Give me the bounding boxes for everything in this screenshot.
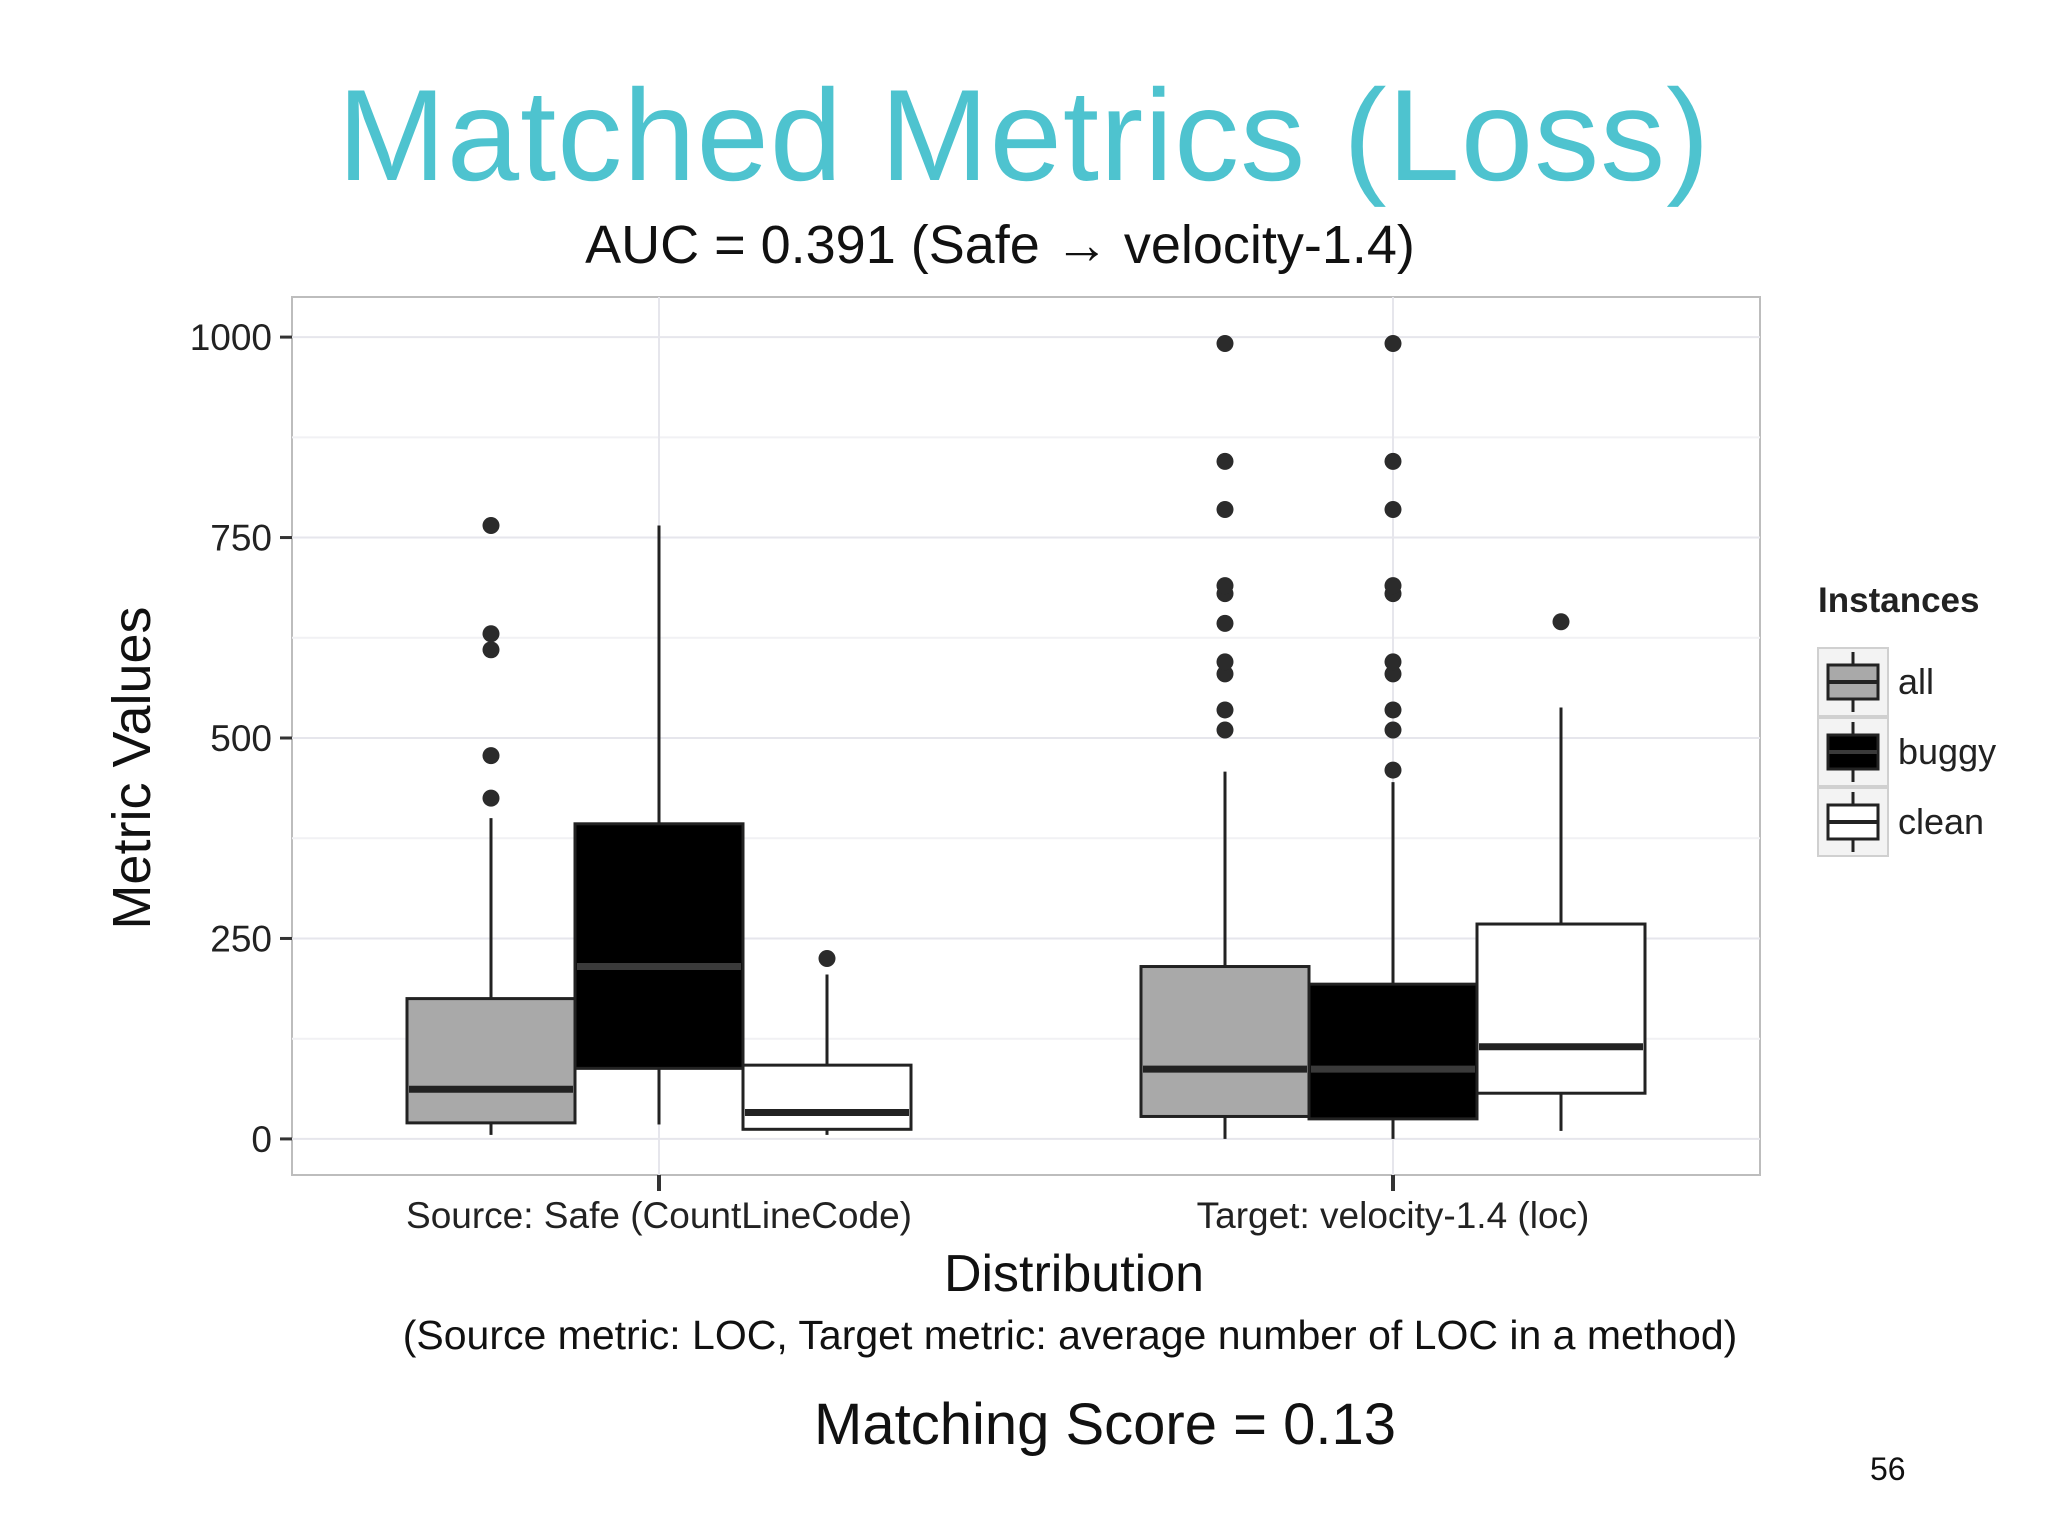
outlier-point	[1216, 452, 1234, 470]
x-tick-label: Target: velocity-1.4 (loc)	[1197, 1195, 1590, 1236]
box-clean	[741, 1063, 913, 1131]
outlier-point	[1216, 577, 1234, 595]
y-tick-label: 0	[251, 1119, 272, 1160]
legend-label-buggy: buggy	[1898, 731, 1996, 772]
outlier-point	[1384, 721, 1402, 739]
outlier-point	[1216, 614, 1234, 632]
outlier-point	[1384, 701, 1402, 719]
box-buggy	[573, 822, 745, 1070]
slide-title: Matched Metrics (Loss)	[337, 62, 1711, 208]
metric-note: (Source metric: LOC, Target metric: aver…	[402, 1312, 1738, 1358]
box-all	[405, 997, 577, 1125]
box-buggy	[1307, 982, 1479, 1121]
outlier-point	[482, 625, 500, 643]
outlier-point	[482, 747, 500, 765]
outlier-point	[482, 789, 500, 807]
outlier-point	[1384, 500, 1402, 518]
box-clean	[1475, 922, 1647, 1095]
x-axis-title: Distribution	[943, 1245, 1205, 1303]
outlier-point	[818, 950, 836, 968]
outlier-point	[1216, 500, 1234, 518]
outlier-point	[1216, 653, 1234, 671]
outlier-point	[1216, 665, 1234, 683]
outlier-point	[1384, 335, 1402, 353]
legend-label-all: all	[1898, 661, 1934, 702]
outlier-point	[1384, 452, 1402, 470]
outlier-point	[1384, 577, 1402, 595]
page-number: 56	[1870, 1451, 1906, 1487]
outlier-point	[1216, 335, 1234, 353]
y-tick-label: 250	[210, 918, 272, 959]
legend-label-clean: clean	[1898, 801, 1984, 842]
outlier-point	[482, 517, 500, 535]
y-tick-label: 500	[210, 718, 272, 759]
x-tick-label: Source: Safe (CountLineCode)	[406, 1195, 912, 1236]
outlier-point	[1552, 613, 1570, 631]
outlier-point	[1384, 761, 1402, 779]
outlier-point	[1216, 721, 1234, 739]
outlier-point	[482, 641, 500, 659]
y-tick-label: 1000	[190, 317, 272, 358]
legend-title: Instances	[1818, 581, 1979, 620]
y-axis-title: Metric Values	[102, 606, 162, 930]
auc-subtitle: AUC = 0.391 (Safe → velocity-1.4)	[585, 215, 1415, 275]
y-tick-label: 750	[210, 518, 272, 559]
outlier-point	[1384, 665, 1402, 683]
outlier-point	[1384, 653, 1402, 671]
box-all	[1139, 965, 1311, 1118]
matching-score: Matching Score = 0.13	[814, 1392, 1396, 1457]
outlier-point	[1216, 701, 1234, 719]
